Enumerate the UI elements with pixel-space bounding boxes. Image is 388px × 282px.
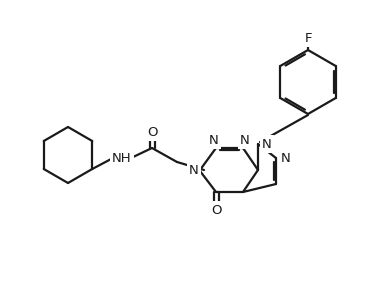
Text: N: N	[240, 134, 250, 147]
Text: N: N	[262, 138, 272, 151]
Text: NH: NH	[112, 151, 132, 164]
Text: N: N	[209, 134, 219, 147]
Text: N: N	[189, 164, 199, 177]
Text: N: N	[281, 151, 291, 164]
Text: O: O	[211, 204, 221, 217]
Text: O: O	[147, 125, 157, 138]
Text: F: F	[304, 32, 312, 45]
